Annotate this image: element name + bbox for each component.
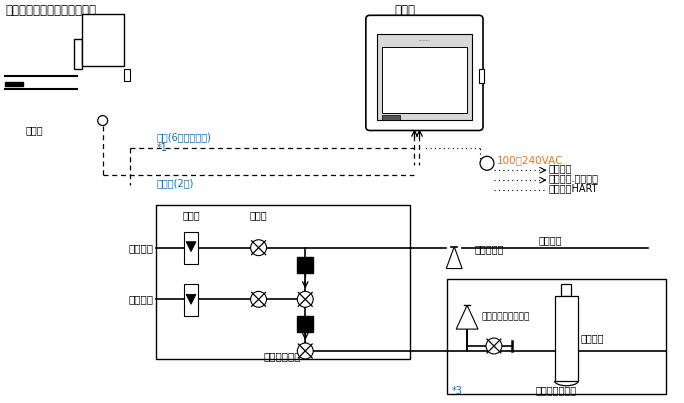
Text: 数字输出HART: 数字输出HART — [549, 183, 598, 193]
Text: 自动校正单元: 自动校正单元 — [263, 351, 301, 361]
Circle shape — [250, 291, 267, 307]
Bar — [447, 279, 666, 394]
Bar — [298, 316, 313, 332]
Text: 校正气体: 校正气体 — [129, 294, 153, 304]
Circle shape — [486, 338, 502, 354]
Text: 校正气体单元箱: 校正气体单元箱 — [536, 386, 577, 396]
Bar — [382, 114, 399, 120]
Circle shape — [98, 116, 107, 125]
Circle shape — [480, 156, 494, 170]
Text: *1: *1 — [156, 143, 167, 154]
Text: 触点输入: 触点输入 — [549, 163, 572, 173]
Bar — [562, 285, 571, 296]
Text: 零点气瓶: 零点气瓶 — [580, 333, 604, 343]
Polygon shape — [186, 242, 196, 251]
Text: 模拟输出.触点输出: 模拟输出.触点输出 — [549, 173, 598, 183]
Polygon shape — [186, 294, 196, 304]
FancyBboxPatch shape — [366, 15, 483, 131]
Text: 仪表气体: 仪表气体 — [538, 235, 562, 245]
Text: *2: *2 — [97, 43, 108, 53]
Bar — [82, 14, 124, 66]
Circle shape — [298, 291, 313, 307]
Circle shape — [250, 240, 267, 256]
Bar — [74, 39, 82, 69]
Text: --------: -------- — [419, 38, 430, 42]
Bar — [479, 69, 484, 83]
Text: 气体调节阀: 气体调节阀 — [474, 245, 503, 255]
Bar — [555, 296, 579, 381]
Text: 止回阀: 止回阀 — [25, 125, 43, 135]
Bar — [382, 47, 467, 112]
Bar — [184, 285, 198, 316]
Text: 分离式氧化锆氧分析仪检测器: 分离式氧化锆氧分析仪检测器 — [5, 4, 96, 17]
Text: 针形阀: 针形阀 — [250, 210, 267, 220]
Text: 信号(6芯屏蔽电缆): 信号(6芯屏蔽电缆) — [156, 133, 211, 143]
Bar — [298, 257, 313, 272]
Text: 100～240VAC: 100～240VAC — [497, 155, 564, 165]
Polygon shape — [456, 305, 478, 329]
Text: 流量计: 流量计 — [182, 210, 200, 220]
Bar — [377, 34, 472, 120]
Text: *3: *3 — [452, 386, 463, 396]
Bar — [124, 69, 131, 81]
Polygon shape — [446, 247, 462, 268]
Text: 变换器: 变换器 — [395, 4, 416, 17]
Circle shape — [298, 343, 313, 359]
Bar — [156, 205, 410, 359]
Text: 加热器(2芯): 加热器(2芯) — [156, 178, 194, 188]
Text: 参比气体: 参比气体 — [129, 243, 153, 253]
Bar — [184, 232, 198, 264]
Bar — [5, 82, 23, 86]
Text: 校正气体压力调节器: 校正气体压力调节器 — [481, 313, 529, 322]
